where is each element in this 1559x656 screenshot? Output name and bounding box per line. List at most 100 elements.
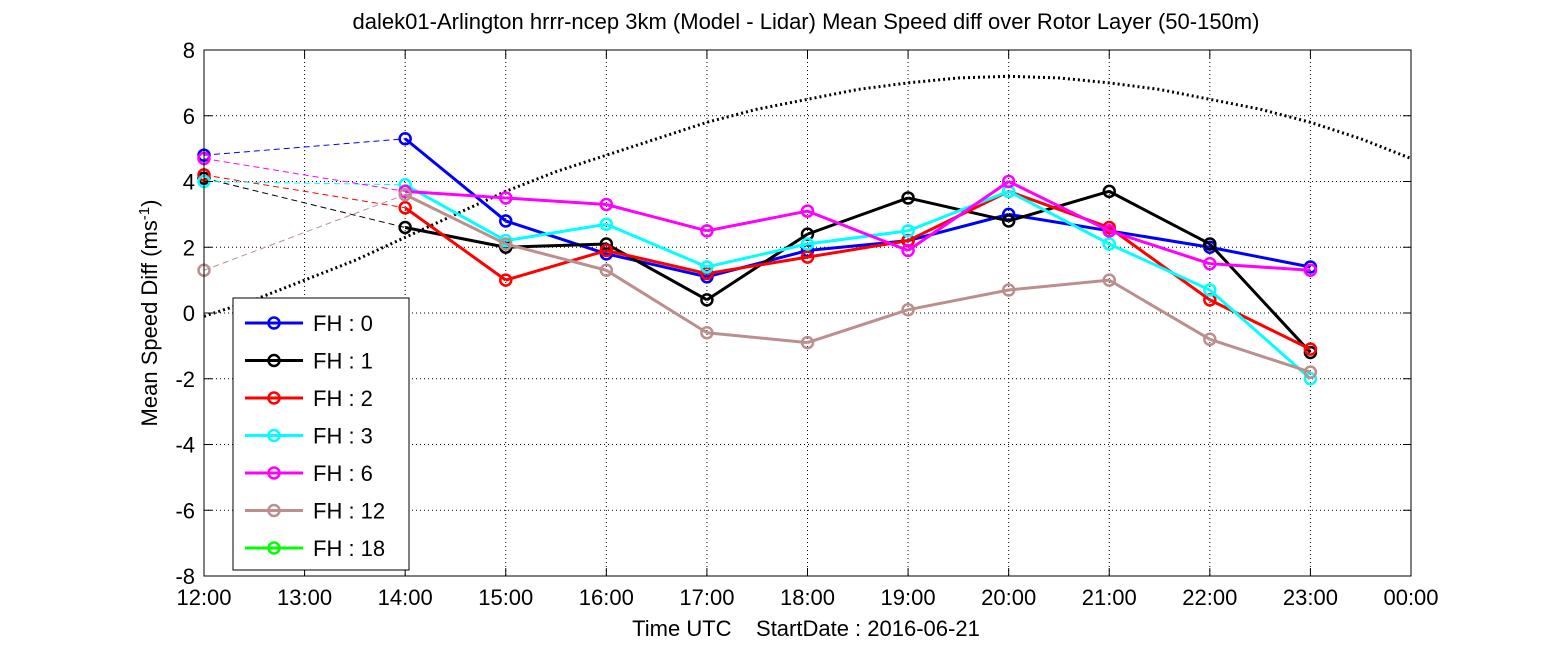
data-point <box>700 260 714 274</box>
series-segment <box>706 232 809 302</box>
data-point <box>901 302 915 317</box>
series-gap-segment <box>203 174 406 209</box>
y-axis-label-sup: -1 <box>136 207 153 220</box>
data-point <box>901 191 915 205</box>
series-gap-segment <box>203 194 406 271</box>
x-tick-label: 20:00 <box>981 585 1036 610</box>
data-point <box>599 243 614 258</box>
series-segment <box>505 242 607 272</box>
data-point <box>398 201 412 215</box>
data-point <box>1203 283 1217 297</box>
reference-curve <box>203 74 1412 318</box>
series-segment <box>404 206 507 282</box>
series-segment <box>1108 190 1211 246</box>
series-segment <box>505 249 607 282</box>
x-tick-label: 19:00 <box>881 585 936 610</box>
legend-marker <box>267 503 281 518</box>
series-segment <box>1209 337 1311 374</box>
y-tick-label: -4 <box>175 433 195 458</box>
y-axis-label-end: ) <box>137 200 162 207</box>
legend-marker <box>267 466 281 480</box>
data-point <box>1303 372 1318 386</box>
legend: FH : 0 FH : 1 FH : 2 FH : 3 FH : 6 FH : 12 FH … <box>232 297 410 571</box>
data-point <box>800 204 815 218</box>
y-tick-label: 8 <box>183 38 195 63</box>
series-segment <box>404 226 507 249</box>
series-segment <box>505 242 607 249</box>
x-tick-label: 12:00 <box>176 585 231 610</box>
legend-marker <box>267 353 281 368</box>
data-point <box>1102 273 1116 287</box>
data-point <box>599 237 614 251</box>
data-point <box>901 224 915 238</box>
series-segment <box>907 189 1010 233</box>
data-point <box>1102 224 1116 238</box>
series-segment <box>605 268 708 334</box>
data-point <box>499 237 513 251</box>
series-segment <box>806 209 909 252</box>
series-5 <box>197 187 1318 379</box>
series-segment <box>505 222 607 243</box>
data-point <box>1203 332 1217 347</box>
series-segment <box>907 288 1009 312</box>
series-segment <box>404 183 507 242</box>
series-segment <box>706 255 808 276</box>
x-tick-label: 13:00 <box>277 585 332 610</box>
data-point <box>700 293 714 307</box>
legend-label: FH : 1 <box>313 349 373 374</box>
series-segment <box>1208 242 1312 354</box>
legend-label: FH : 6 <box>313 461 373 486</box>
series-segment <box>907 196 1010 223</box>
data-point <box>901 243 915 258</box>
data-point <box>1303 342 1318 356</box>
series-segment <box>1008 180 1110 233</box>
x-tick-label: 00:00 <box>1383 585 1438 610</box>
series-segment <box>1108 226 1211 302</box>
data-point <box>1001 283 1016 297</box>
series-segment <box>807 308 909 345</box>
data-point <box>700 266 714 281</box>
series-segment <box>706 249 808 279</box>
series-segment <box>1108 278 1211 341</box>
y-tick-label: 6 <box>183 104 195 129</box>
series-segment <box>706 242 808 269</box>
y-tick-label: 0 <box>183 301 195 326</box>
y-axis-label-main: Mean Speed Diff (ms <box>137 220 162 426</box>
chart-title: dalek01-Arlington hrrr-ncep 3km (Model -… <box>353 9 1260 34</box>
series-segment <box>807 229 909 246</box>
legend-marker <box>267 541 281 555</box>
x-tick-label: 15:00 <box>478 585 533 610</box>
x-tick-label: 21:00 <box>1082 585 1137 610</box>
series-layer <box>197 132 1318 386</box>
legend-marker <box>267 391 281 405</box>
data-point <box>700 224 714 238</box>
series-segment <box>605 222 708 269</box>
data-point <box>1001 214 1016 228</box>
series-segment <box>605 252 708 279</box>
y-tick-label: 4 <box>183 170 195 195</box>
data-point <box>1102 184 1116 199</box>
series-segment <box>404 137 507 223</box>
series-gap-segment <box>203 157 406 192</box>
legend-label: FH : 18 <box>313 536 385 561</box>
y-tick-label: -8 <box>175 564 195 589</box>
data-point <box>1303 365 1318 379</box>
series-3 <box>197 174 1318 386</box>
series-gap-segment <box>203 177 406 229</box>
legend-label: FH : 12 <box>313 499 385 524</box>
series-1 <box>197 171 1318 360</box>
data-point <box>499 191 513 205</box>
data-point <box>800 250 815 264</box>
x-tick-label: 22:00 <box>1182 585 1237 610</box>
series-segment <box>405 189 506 200</box>
series-segment <box>1208 288 1312 380</box>
series-segment <box>1008 278 1110 292</box>
series-gap-segment <box>203 181 406 186</box>
series-4 <box>197 151 1318 278</box>
y-axis-label: Mean Speed Diff (ms-1) <box>136 200 162 427</box>
reference-curve-line <box>203 74 1412 318</box>
x-tick-label: 18:00 <box>780 585 835 610</box>
legend-label: FH : 0 <box>313 311 373 336</box>
data-point <box>1203 256 1217 271</box>
series-segment <box>1108 242 1211 292</box>
